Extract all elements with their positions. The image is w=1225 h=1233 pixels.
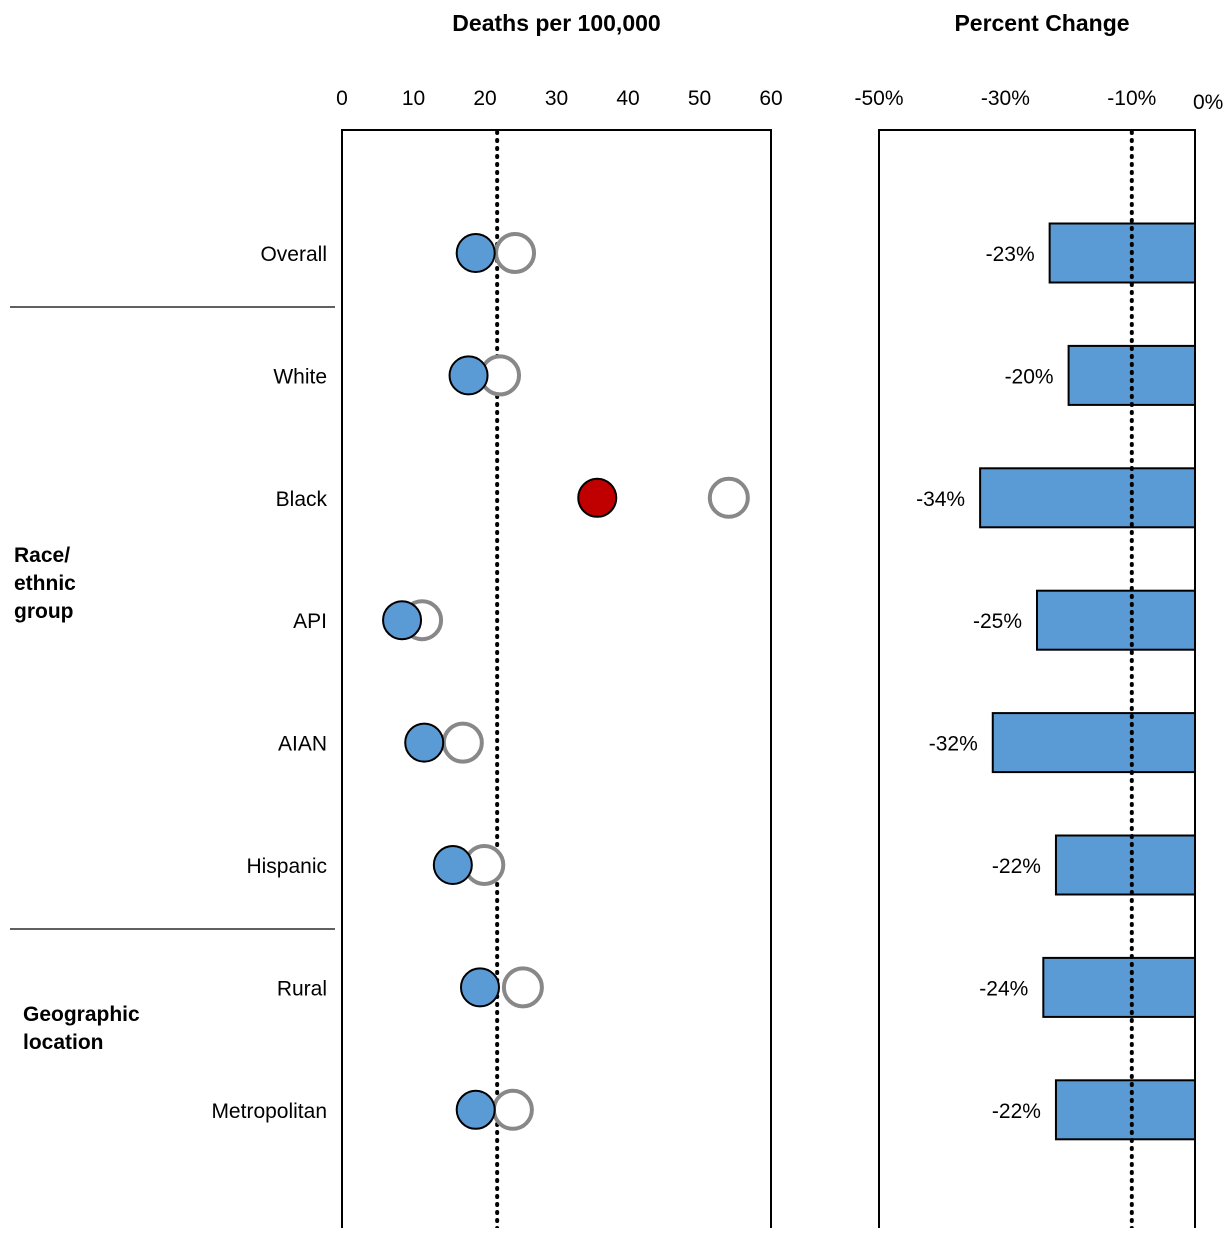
filled-circle-marker (457, 1091, 495, 1129)
filled-circle-marker (578, 479, 616, 517)
row-label: Overall (260, 243, 327, 266)
x-tick-label-percent: -30% (981, 87, 1030, 110)
open-circle-marker (710, 479, 748, 517)
bar-data-label: -34% (916, 488, 965, 511)
percent-change-bar (993, 713, 1195, 772)
x-tick-label-deaths: 10 (402, 87, 425, 110)
percent-change-bar (1056, 836, 1195, 895)
row-label: Black (276, 488, 328, 511)
x-tick-label-deaths: 30 (545, 87, 568, 110)
left-plot-frame (342, 130, 771, 1228)
right-panel-title: Percent Change (954, 10, 1129, 36)
x-tick-label-deaths: 0 (336, 87, 348, 110)
open-circle-marker (504, 968, 542, 1006)
x-tick-label-percent: 0% (1193, 91, 1223, 114)
row-label: Metropolitan (211, 1100, 327, 1123)
row-label: AIAN (278, 733, 327, 756)
bar-data-label: -23% (986, 243, 1035, 266)
bar-data-label: -32% (929, 733, 978, 756)
filled-circle-marker (457, 234, 495, 272)
row-label: Rural (277, 977, 327, 1000)
filled-circle-marker (434, 846, 472, 884)
open-circle-marker (444, 724, 482, 762)
filled-circle-marker (405, 724, 443, 762)
right-plot-frame (879, 130, 1195, 1228)
percent-change-bar (1037, 591, 1195, 650)
bar-data-label: -24% (979, 977, 1028, 1000)
row-label: API (293, 610, 327, 633)
x-tick-label-deaths: 50 (688, 87, 711, 110)
x-tick-label-deaths: 60 (759, 87, 782, 110)
left-panel-title: Deaths per 100,000 (452, 10, 660, 36)
open-circle-marker (496, 234, 534, 272)
group-label-race: group (14, 600, 73, 623)
group-label-geographic: Geographic (23, 1003, 140, 1026)
bar-data-label: -22% (992, 1100, 1041, 1123)
filled-circle-marker (450, 356, 488, 394)
bar-data-label: -20% (1005, 365, 1054, 388)
bar-data-label: -25% (973, 610, 1022, 633)
percent-change-bar (1056, 1080, 1195, 1139)
row-label: Hispanic (246, 855, 327, 878)
x-tick-label-percent: -10% (1107, 87, 1156, 110)
filled-circle-marker (383, 601, 421, 639)
x-tick-label-percent: -50% (854, 87, 903, 110)
open-circle-marker (494, 1091, 532, 1129)
bar-data-label: -22% (992, 855, 1041, 878)
percent-change-bar (1043, 958, 1195, 1017)
group-label-race: Race/ (14, 544, 70, 567)
x-tick-label-deaths: 20 (473, 87, 496, 110)
percent-change-bar (980, 468, 1195, 527)
x-tick-label-deaths: 40 (616, 87, 639, 110)
group-label-geographic: location (23, 1031, 104, 1054)
filled-circle-marker (461, 968, 499, 1006)
group-label-race: ethnic (14, 572, 76, 595)
percent-change-bar (1050, 224, 1195, 283)
row-label: White (273, 365, 327, 388)
